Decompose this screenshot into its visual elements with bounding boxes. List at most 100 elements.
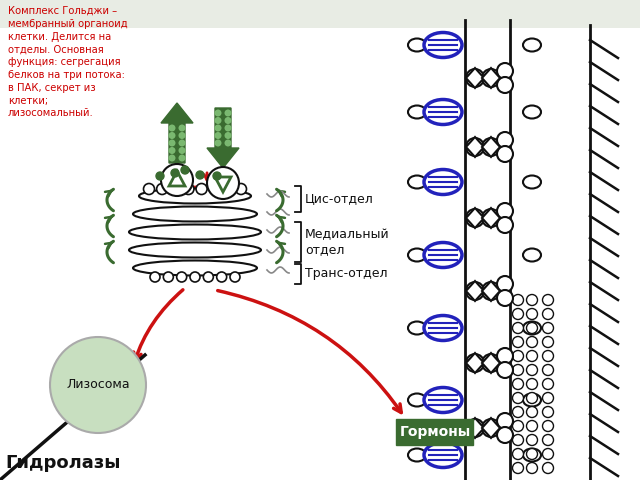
Circle shape <box>482 354 500 372</box>
Ellipse shape <box>424 242 462 267</box>
Ellipse shape <box>424 387 462 412</box>
Circle shape <box>543 309 554 320</box>
Circle shape <box>214 140 221 146</box>
Circle shape <box>513 364 524 375</box>
Circle shape <box>214 124 221 132</box>
Circle shape <box>543 463 554 473</box>
Ellipse shape <box>523 448 541 461</box>
Circle shape <box>179 124 186 132</box>
Polygon shape <box>207 108 239 168</box>
Text: Транс-отдел: Транс-отдел <box>305 267 387 280</box>
Circle shape <box>168 124 175 132</box>
Ellipse shape <box>133 261 257 276</box>
Circle shape <box>181 166 189 174</box>
Circle shape <box>207 167 239 199</box>
Circle shape <box>163 272 173 282</box>
Ellipse shape <box>408 394 426 407</box>
Polygon shape <box>482 353 500 373</box>
Circle shape <box>50 337 146 433</box>
Ellipse shape <box>408 322 426 335</box>
Polygon shape <box>482 137 500 157</box>
Text: Гормоны: Гормоны <box>399 425 470 439</box>
Polygon shape <box>466 137 484 157</box>
Circle shape <box>161 164 193 196</box>
Circle shape <box>513 420 524 432</box>
Circle shape <box>513 434 524 445</box>
Ellipse shape <box>424 315 462 340</box>
Ellipse shape <box>523 106 541 119</box>
Circle shape <box>513 379 524 389</box>
Circle shape <box>168 140 175 146</box>
Circle shape <box>230 272 240 282</box>
Ellipse shape <box>523 249 541 262</box>
Circle shape <box>168 155 175 161</box>
Circle shape <box>497 362 513 378</box>
Circle shape <box>168 132 175 139</box>
Ellipse shape <box>523 38 541 51</box>
Circle shape <box>497 427 513 443</box>
Circle shape <box>497 146 513 162</box>
Circle shape <box>527 407 538 418</box>
Ellipse shape <box>408 249 426 262</box>
Circle shape <box>543 434 554 445</box>
Circle shape <box>513 393 524 404</box>
Circle shape <box>213 172 221 180</box>
Circle shape <box>482 419 500 437</box>
Circle shape <box>527 420 538 432</box>
Ellipse shape <box>408 38 426 51</box>
Circle shape <box>179 140 186 146</box>
Circle shape <box>497 348 513 364</box>
Ellipse shape <box>523 322 541 335</box>
Circle shape <box>466 138 484 156</box>
Polygon shape <box>466 418 484 438</box>
Circle shape <box>466 282 484 300</box>
Circle shape <box>466 69 484 87</box>
Circle shape <box>482 69 500 87</box>
Circle shape <box>527 350 538 361</box>
Circle shape <box>156 172 164 180</box>
Circle shape <box>177 272 187 282</box>
Circle shape <box>543 364 554 375</box>
Circle shape <box>497 413 513 429</box>
Circle shape <box>214 117 221 124</box>
Circle shape <box>225 124 232 132</box>
Circle shape <box>225 109 232 117</box>
Circle shape <box>204 272 213 282</box>
Ellipse shape <box>424 443 462 468</box>
Circle shape <box>482 138 500 156</box>
Circle shape <box>527 364 538 375</box>
Circle shape <box>543 379 554 389</box>
Circle shape <box>513 295 524 305</box>
Circle shape <box>183 183 194 194</box>
Circle shape <box>168 147 175 154</box>
Circle shape <box>527 309 538 320</box>
Circle shape <box>170 183 180 194</box>
Text: Цис-отдел: Цис-отдел <box>305 192 374 205</box>
Ellipse shape <box>129 242 261 257</box>
Circle shape <box>497 217 513 233</box>
Circle shape <box>513 323 524 334</box>
Bar <box>0 0 640 28</box>
Ellipse shape <box>408 448 426 461</box>
Polygon shape <box>466 208 484 228</box>
Ellipse shape <box>408 106 426 119</box>
Text: Комплекс Гольджи –
мембранный органоид
клетки. Делится на
отделы. Основная
функц: Комплекс Гольджи – мембранный органоид к… <box>8 6 127 119</box>
Polygon shape <box>482 208 500 228</box>
Circle shape <box>482 282 500 300</box>
Circle shape <box>513 336 524 348</box>
Circle shape <box>527 336 538 348</box>
Circle shape <box>225 140 232 146</box>
Circle shape <box>543 407 554 418</box>
Circle shape <box>482 209 500 227</box>
Polygon shape <box>482 68 500 88</box>
Circle shape <box>466 354 484 372</box>
Circle shape <box>497 132 513 148</box>
Circle shape <box>179 147 186 154</box>
Circle shape <box>209 183 220 194</box>
Circle shape <box>196 183 207 194</box>
Circle shape <box>513 350 524 361</box>
Circle shape <box>466 419 484 437</box>
Ellipse shape <box>424 33 462 58</box>
Text: Медиальный
отдел: Медиальный отдел <box>305 228 390 256</box>
Circle shape <box>543 420 554 432</box>
